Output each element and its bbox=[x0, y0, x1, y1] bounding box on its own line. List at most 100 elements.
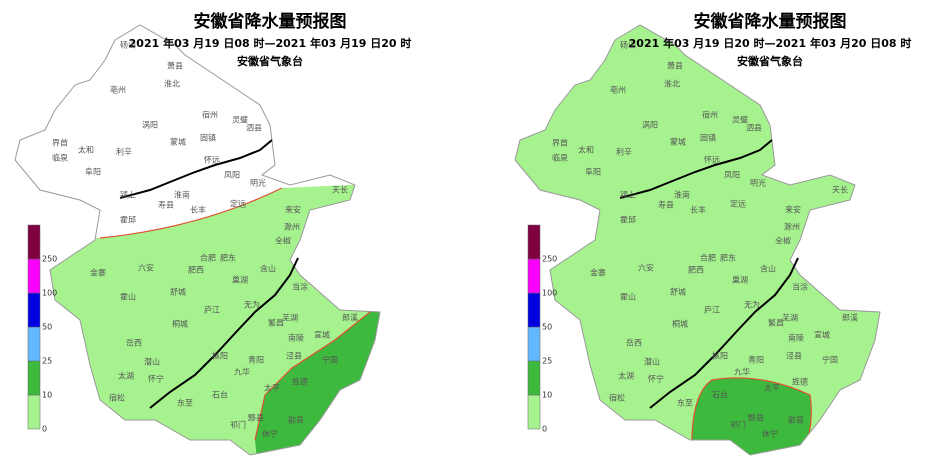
city-label: 含山 bbox=[760, 264, 776, 274]
city-label: 含山 bbox=[260, 264, 276, 274]
legend-swatch bbox=[527, 258, 541, 294]
city-label: 泗县 bbox=[746, 124, 762, 133]
city-label: 桐城 bbox=[672, 319, 688, 329]
legend-swatch bbox=[27, 326, 41, 362]
city-label: 太湖 bbox=[618, 371, 634, 381]
city-label: 繁昌 bbox=[268, 318, 284, 328]
legend-label: 10 bbox=[542, 391, 552, 400]
city-label: 肥东 bbox=[220, 253, 236, 263]
city-label: 淮南 bbox=[674, 190, 690, 200]
city-label: 界首 bbox=[552, 138, 568, 148]
city-label: 天长 bbox=[832, 185, 848, 195]
legend-label: 25 bbox=[542, 357, 552, 366]
city-label: 宣城 bbox=[814, 330, 830, 340]
city-label: 颍上 bbox=[120, 191, 136, 200]
city-label: 怀远 bbox=[704, 155, 720, 165]
map-left bbox=[15, 25, 380, 455]
city-label: 歙县 bbox=[788, 415, 804, 425]
city-label: 利辛 bbox=[116, 147, 132, 157]
city-label: 祁门 bbox=[230, 420, 246, 430]
city-label: 怀宁 bbox=[648, 374, 664, 384]
city-label: 肥西 bbox=[188, 266, 204, 275]
legend-swatch bbox=[27, 292, 41, 328]
city-label: 九华 bbox=[234, 367, 250, 377]
city-label: 肥东 bbox=[720, 253, 736, 263]
city-label: 太湖 bbox=[118, 371, 134, 381]
legend-label: 250 bbox=[542, 255, 557, 264]
city-label: 无为 bbox=[244, 300, 260, 310]
time-range: 2021 年03 月19 日08 时—2021 年03 月19 日20 时 bbox=[129, 36, 412, 50]
city-label: 肥西 bbox=[688, 266, 704, 275]
city-label: 舒城 bbox=[170, 287, 186, 297]
city-label: 宿松 bbox=[109, 393, 125, 403]
city-label: 休宁 bbox=[762, 429, 778, 439]
city-label: 界首 bbox=[52, 138, 68, 148]
city-label: 枞阳 bbox=[712, 351, 728, 361]
title: 安徽省降水量预报图 bbox=[694, 11, 847, 32]
city-label: 灵璧 bbox=[232, 115, 248, 125]
city-label: 庐江 bbox=[704, 305, 720, 315]
city-label: 青阳 bbox=[248, 355, 264, 365]
city-label: 砀山 bbox=[120, 40, 136, 50]
time-range: 2021 年03 月19 日20 时—2021 年03 月20 日08 时 bbox=[629, 36, 912, 50]
legend-label: 50 bbox=[542, 323, 552, 332]
city-label: 石台 bbox=[712, 390, 728, 400]
rivers bbox=[119, 139, 799, 409]
city-label: 东至 bbox=[677, 398, 693, 408]
city-label: 霍邱 bbox=[120, 216, 136, 225]
city-label: 合肥 bbox=[200, 253, 216, 263]
city-label: 明光 bbox=[750, 178, 766, 188]
city-label: 蒙城 bbox=[170, 137, 186, 147]
city-label: 涡阳 bbox=[142, 120, 158, 130]
legend-swatch bbox=[27, 224, 41, 260]
city-label: 宁国 bbox=[322, 355, 338, 365]
city-label: 旌德 bbox=[792, 377, 808, 387]
city-label: 来安 bbox=[785, 205, 801, 215]
agency: 安徽省气象台 bbox=[737, 54, 803, 68]
city-label: 金寨 bbox=[590, 268, 606, 278]
city-label: 舒城 bbox=[670, 287, 686, 297]
city-label: 来安 bbox=[285, 205, 301, 215]
city-label: 庐江 bbox=[204, 305, 220, 315]
city-label: 巢湖 bbox=[732, 275, 748, 285]
city-label: 黟县 bbox=[748, 413, 764, 423]
legend-swatch bbox=[527, 394, 541, 430]
city-label: 岳西 bbox=[626, 338, 642, 348]
city-label: 固镇 bbox=[700, 133, 716, 143]
legend-swatch bbox=[527, 224, 541, 260]
city-label: 泗县 bbox=[246, 124, 262, 133]
city-label: 泾县 bbox=[286, 352, 302, 361]
city-label: 金寨 bbox=[90, 268, 106, 278]
city-label: 全椒 bbox=[275, 236, 291, 246]
legend-label: 50 bbox=[42, 323, 52, 332]
city-label: 泾县 bbox=[786, 352, 802, 361]
city-label: 祁门 bbox=[730, 420, 746, 430]
city-label: 亳州 bbox=[110, 85, 126, 95]
agency: 安徽省气象台 bbox=[237, 54, 303, 68]
city-label: 砀山 bbox=[620, 40, 636, 50]
city-label: 太和 bbox=[578, 145, 594, 155]
city-label: 繁昌 bbox=[768, 318, 784, 328]
city-label: 霍山 bbox=[120, 292, 136, 302]
city-label: 石台 bbox=[212, 390, 228, 400]
legend-label: 100 bbox=[42, 289, 57, 298]
city-label: 宣城 bbox=[314, 330, 330, 340]
city-label: 怀远 bbox=[204, 155, 220, 165]
city-label: 东至 bbox=[177, 398, 193, 408]
city-label: 阜阳 bbox=[585, 167, 601, 177]
city-label: 宿州 bbox=[202, 110, 218, 120]
city-label: 宿州 bbox=[702, 110, 718, 120]
city-label: 亳州 bbox=[610, 85, 626, 95]
city-label: 太和 bbox=[78, 145, 94, 155]
city-label: 太平 bbox=[264, 383, 280, 393]
legend-label: 10 bbox=[42, 391, 52, 400]
city-label: 六安 bbox=[138, 263, 154, 273]
city-label: 天长 bbox=[332, 185, 348, 195]
legend-label: 100 bbox=[542, 289, 557, 298]
legend-label: 0 bbox=[542, 425, 547, 434]
legend-label: 250 bbox=[42, 255, 57, 264]
city-label: 芜湖 bbox=[282, 313, 298, 323]
city-label: 霍邱 bbox=[620, 216, 636, 225]
city-label: 巢湖 bbox=[232, 275, 248, 285]
